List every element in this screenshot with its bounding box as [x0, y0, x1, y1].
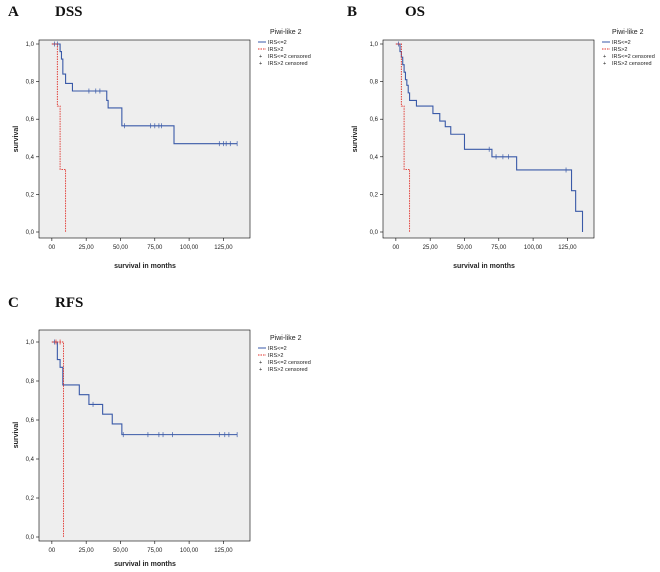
x-tick-label: 125,00	[214, 548, 233, 554]
legend-entry: IRS>2 censored	[268, 61, 308, 67]
panel-b: B OS 0,0 0,2 0,4 0,6 0,8 1,0 00 25,00 50,00 75,00…	[347, 4, 655, 270]
y-axis-label: survival	[13, 126, 20, 153]
legend-entry: IRS<=2	[268, 40, 287, 46]
y-tick-label: 0,6	[370, 117, 379, 123]
legend-entry: IRS>2 censored	[612, 61, 652, 67]
legend-entry: IRS>2	[268, 353, 283, 359]
x-tick-label: 100,00	[524, 245, 543, 251]
panel-letter: C	[8, 295, 19, 311]
plot-area	[382, 39, 595, 239]
x-axis-label: survival in months	[114, 561, 176, 568]
legend-entry: IRS>2	[268, 47, 283, 53]
y-tick-label: 1,0	[26, 340, 35, 346]
y-tick-label: 0,0	[26, 230, 35, 236]
x-axis-label: survival in months	[453, 263, 515, 270]
x-tick-label: 125,00	[214, 245, 233, 251]
legend-censor-high-icon: +	[259, 61, 262, 67]
survival-curve-high	[51, 43, 67, 232]
survival-curve-high	[395, 43, 411, 232]
x-tick-label: 75,00	[147, 245, 163, 251]
x-tick-label: 50,00	[457, 245, 473, 251]
survival-curve-low	[51, 43, 238, 145]
y-axis-label: survival	[13, 422, 20, 449]
legend-entry: IRS<=2 censored	[268, 360, 311, 366]
x-tick-label: 75,00	[491, 245, 507, 251]
legend-censor-low-icon: +	[259, 360, 262, 366]
legend-censor-high-icon: +	[603, 61, 606, 67]
panel-title: RFS	[55, 295, 83, 311]
x-axis-label: survival in months	[114, 263, 176, 270]
x-tick-label: 75,00	[147, 548, 163, 554]
x-tick-label: 00	[393, 245, 400, 251]
survival-curve-low	[51, 341, 238, 436]
y-tick-label: 0,2	[370, 192, 379, 198]
plot-area	[38, 329, 251, 542]
y-tick-label: 0,4	[26, 155, 35, 161]
y-tick-label: 0,6	[26, 418, 35, 424]
x-tick-label: 00	[49, 245, 56, 251]
y-tick-label: 0,8	[370, 80, 379, 86]
legend-entry: IRS>2	[612, 47, 627, 53]
legend-entry: IRS<=2	[612, 40, 631, 46]
y-tick-label: 0,0	[26, 535, 35, 541]
x-tick-label: 00	[49, 548, 56, 554]
y-tick-label: 0,8	[26, 379, 35, 385]
survival-curve-low	[395, 43, 584, 232]
legend-title: Piwi-like 2	[270, 335, 302, 342]
legend-entry: IRS<=2 censored	[268, 54, 311, 60]
panel-title: OS	[405, 4, 425, 20]
y-tick-label: 0,4	[370, 155, 379, 161]
panel-a: A DSS 0,0 0,2 0,4 0,6 0,8 1,0 00 25,00 50,00 75,0…	[8, 4, 311, 270]
y-tick-label: 0,8	[26, 80, 35, 86]
x-tick-label: 100,00	[180, 548, 199, 554]
x-tick-label: 125,00	[558, 245, 577, 251]
x-tick-label: 100,00	[180, 245, 199, 251]
legend-entry: IRS<=2	[268, 346, 287, 352]
legend-censor-high-icon: +	[259, 367, 262, 373]
panel-c: C RFS 0,0 0,2 0,4 0,6 0,8 1,0 00 25,00 50,00 75,0…	[8, 295, 311, 568]
x-tick-label: 25,00	[79, 548, 95, 554]
y-tick-label: 1,0	[370, 42, 379, 48]
x-tick-label: 50,00	[113, 548, 129, 554]
x-tick-label: 25,00	[79, 245, 95, 251]
legend-censor-low-icon: +	[259, 54, 262, 60]
legend-title: Piwi-like 2	[612, 29, 644, 36]
panel-letter: B	[347, 4, 357, 20]
y-tick-label: 0,0	[370, 230, 379, 236]
panel-title: DSS	[55, 4, 83, 20]
legend-entry: IRS>2 censored	[268, 367, 308, 373]
survival-curve-high	[51, 341, 64, 537]
legend-censor-low-icon: +	[603, 54, 606, 60]
panel-letter: A	[8, 4, 19, 20]
x-tick-label: 25,00	[423, 245, 439, 251]
y-tick-label: 0,4	[26, 457, 35, 463]
x-tick-label: 50,00	[113, 245, 129, 251]
plot-area	[38, 39, 251, 239]
legend-title: Piwi-like 2	[270, 29, 302, 36]
y-tick-label: 0,6	[26, 117, 35, 123]
legend-entry: IRS<=2 censored	[612, 54, 655, 60]
y-tick-label: 1,0	[26, 42, 35, 48]
y-tick-label: 0,2	[26, 496, 35, 502]
y-axis-label: survival	[352, 126, 359, 153]
y-tick-label: 0,2	[26, 192, 35, 198]
